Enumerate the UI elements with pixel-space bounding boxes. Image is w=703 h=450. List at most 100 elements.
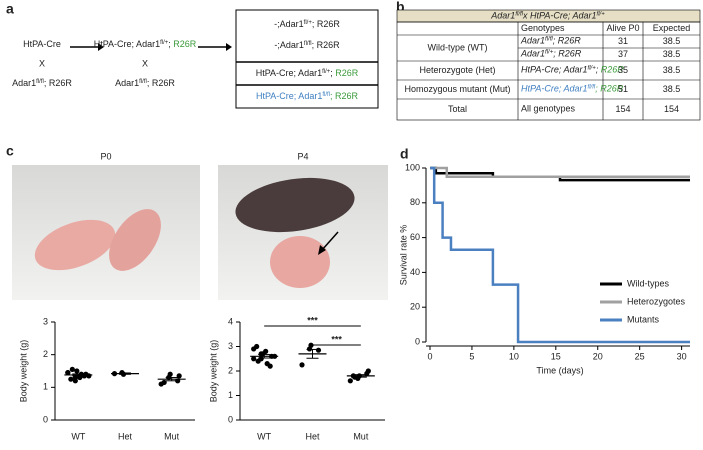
panel-label: a	[6, 1, 14, 17]
y-tick-label: 40	[410, 267, 420, 277]
x-tick-label: Het	[118, 431, 133, 441]
genotype: Adar1fl/fl; R26R	[115, 78, 175, 88]
text-segment: Adar1	[520, 36, 545, 46]
x-tick-label: 5	[469, 351, 474, 361]
x-tick-label: WT	[257, 431, 271, 441]
legend-label: Heterozygotes	[627, 296, 686, 306]
group-cell: Homozygous mutant (Mut)	[404, 84, 510, 94]
y-axis-label: Body weight (g)	[18, 340, 28, 403]
column-header: Alive P0	[606, 23, 639, 33]
x-tick-label: 25	[635, 351, 645, 361]
text-segment: fl/fl	[515, 11, 523, 17]
survival-curve	[430, 166, 690, 182]
x-tick-label: Het	[305, 431, 320, 441]
significance-label: ***	[307, 315, 318, 325]
text-segment: ; R26R	[312, 19, 341, 29]
text-segment: Adar1	[115, 78, 139, 88]
offspring-genotype: -;Adar1fl/fl; R26R	[274, 40, 340, 50]
alive-cell: 35	[618, 65, 628, 75]
x-tick-label: 0	[427, 351, 432, 361]
text-segment: Adar1	[12, 78, 36, 88]
text-segment: fl/+	[597, 11, 606, 17]
legend-label: Wild-types	[627, 278, 670, 288]
y-tick-label: 80	[410, 197, 420, 207]
text-segment: fl/fl	[36, 79, 44, 85]
text-segment: Adar1	[520, 49, 545, 59]
group-cell: Total	[448, 104, 467, 114]
x-axis-label: Time (days)	[536, 365, 583, 375]
photo-label: P4	[297, 151, 308, 161]
y-tick-label: 0	[415, 336, 420, 346]
text-segment: fl/fl	[545, 36, 553, 42]
text-segment: HtPA-Cre; Adar1	[521, 84, 588, 94]
data-point	[69, 366, 75, 372]
x-tick-label: 10	[509, 351, 519, 361]
text-segment: R26R	[173, 39, 197, 49]
data-point	[167, 371, 173, 377]
data-point	[161, 379, 167, 386]
text-segment: fl/+	[304, 20, 313, 26]
y-tick-label: 3	[228, 341, 233, 351]
data-point	[72, 378, 78, 384]
data-point	[254, 343, 260, 350]
offspring-genotype: HtPA-Cre; Adar1fl/+; R26R	[256, 68, 359, 78]
cross: X	[142, 58, 148, 68]
alive-cell: 37	[618, 49, 628, 59]
alive-cell: 51	[618, 84, 628, 94]
text-segment: R26R	[601, 65, 625, 75]
survival-curve	[430, 166, 690, 178]
table-border	[396, 21, 701, 121]
data-point	[308, 342, 314, 348]
y-tick-label: 1	[43, 382, 48, 392]
arrow-head	[318, 245, 326, 255]
offspring-genotype: -;Adar1fl/+; R26R	[274, 19, 340, 29]
text-segment: ;	[168, 39, 173, 49]
x-tick-label: 30	[677, 351, 687, 361]
genotype-cell: HtPA-Cre; Adar1fl/+; R26R	[521, 65, 624, 75]
x-tick-label: Mut	[353, 431, 369, 441]
column-header: Expected	[653, 23, 691, 33]
photo-label: P0	[100, 151, 111, 161]
text-segment: -;Adar1	[274, 40, 304, 50]
data-point	[299, 362, 305, 368]
arrow-head	[98, 43, 104, 51]
data-point	[65, 370, 71, 376]
text-segment: fl/fl	[588, 84, 596, 90]
arrow-head	[226, 43, 232, 51]
expected-cell: 38.5	[663, 36, 681, 46]
alive-cell: 31	[618, 36, 628, 46]
text-segment: HtPA-Cre; Adar1	[521, 65, 588, 75]
text-segment: fl/fl	[322, 92, 330, 98]
alive-cell: 154	[615, 104, 630, 114]
data-point	[365, 368, 371, 374]
arrow	[321, 231, 339, 251]
data-point	[86, 373, 92, 379]
y-axis-label: Survival rate %	[398, 225, 408, 286]
expected-cell: 38.5	[663, 49, 681, 59]
genotype: Adar1fl/fl; R26R	[12, 78, 72, 88]
text-segment: fl/+	[322, 69, 331, 75]
y-tick-label: 60	[410, 232, 420, 242]
data-point	[264, 361, 270, 367]
text-segment: HtPA-Cre; Adar1	[94, 39, 160, 49]
text-segment: ; R26R	[147, 78, 176, 88]
text-segment: ; R26R	[595, 84, 624, 94]
pup	[34, 219, 116, 271]
group-cell: Wild-type (WT)	[428, 42, 488, 52]
data-point	[258, 351, 264, 357]
text-segment: fl/+	[588, 65, 597, 71]
panel-label: b	[396, 0, 405, 15]
y-tick-label: 20	[410, 302, 420, 312]
y-tick-label: 2	[43, 349, 48, 359]
text-segment: -;Adar1	[274, 19, 304, 29]
panel-label: c	[6, 143, 14, 159]
text-segment: fl/fl	[304, 41, 312, 47]
expected-cell: 154	[664, 104, 679, 114]
genotype: HtPA-Cre	[23, 39, 61, 49]
expected-cell: 38.5	[663, 84, 681, 94]
offspring-box	[235, 9, 379, 109]
column-header: Genotypes	[521, 23, 565, 33]
text-segment: fl/fl	[139, 79, 147, 85]
expected-cell: 38.5	[663, 65, 681, 75]
